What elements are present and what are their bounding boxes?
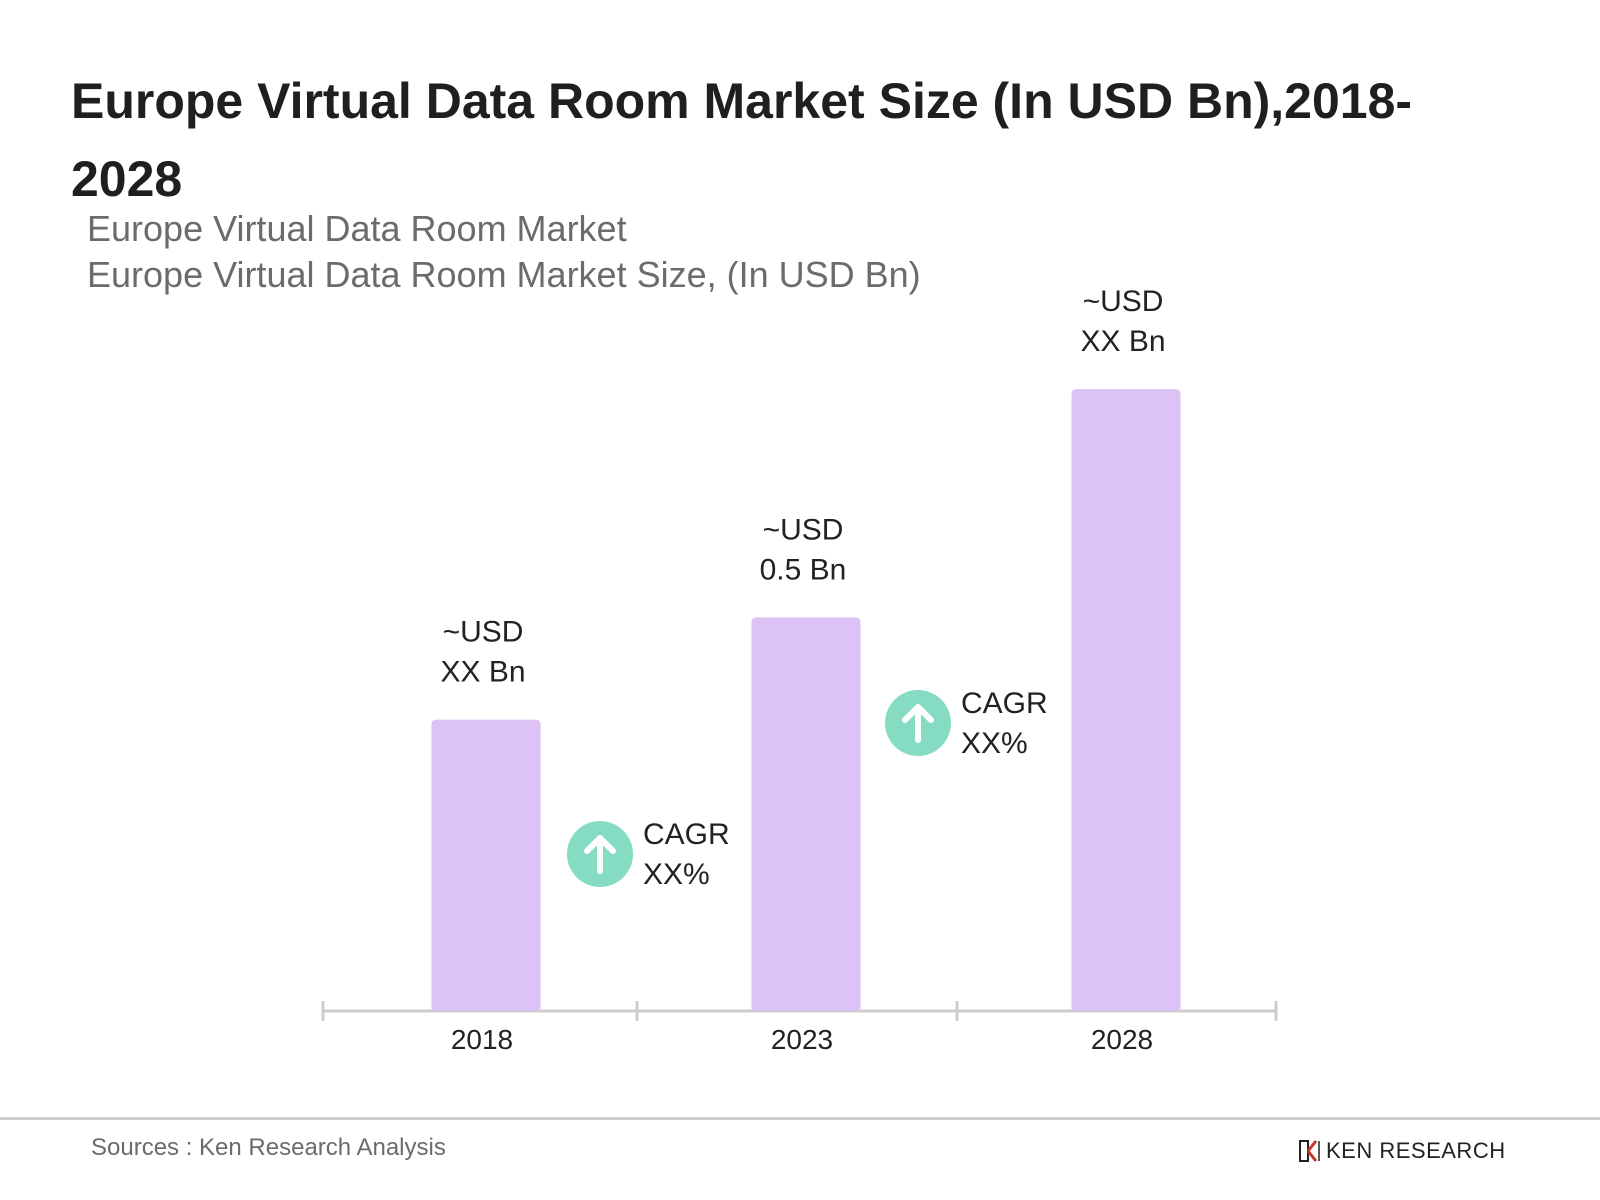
data-label: ~USD <box>1083 285 1164 318</box>
cagr-annotation: XX% <box>961 727 1028 760</box>
ken-research-logo-icon <box>1299 1140 1320 1162</box>
data-label: 0.5 Bn <box>760 553 847 586</box>
chart-subtitle: Europe Virtual Data Room Market <box>87 208 627 249</box>
data-label: XX Bn <box>1080 325 1165 358</box>
chart-title: Europe Virtual Data Room Market Size (In… <box>71 73 1413 207</box>
data-label: ~USD <box>443 616 524 649</box>
brand-name: KEN RESEARCH <box>1326 1138 1506 1163</box>
footer-divider <box>0 1117 1600 1120</box>
bar-2018 <box>431 719 541 1011</box>
cagr-annotation: CAGR <box>961 687 1048 720</box>
x-tick-label: 2023 <box>771 1024 833 1055</box>
arrow-up-glyph <box>584 835 616 874</box>
x-tick-label: 2028 <box>1091 1024 1153 1055</box>
source-note: Sources : Ken Research Analysis <box>91 1134 446 1161</box>
arrow-up-glyph <box>902 704 934 743</box>
data-label: ~USD <box>763 513 844 546</box>
bar-chart: 2018 ~USD XX Bn 2023 ~USD 0.5 Bn 2028 ~USD XX Bn… <box>321 285 1278 1055</box>
bar-2023 <box>751 617 861 1011</box>
data-label: XX Bn <box>440 656 525 689</box>
ken-research-logo: KEN RESEARCH <box>1298 1138 1506 1164</box>
bar-2028 <box>1071 389 1181 1011</box>
chart-subtitle-2: Europe Virtual Data Room Market Size, (I… <box>87 254 921 295</box>
cagr-annotation: CAGR <box>643 818 730 851</box>
cagr-annotation: XX% <box>643 858 710 891</box>
x-tick-label: 2018 <box>451 1024 513 1055</box>
